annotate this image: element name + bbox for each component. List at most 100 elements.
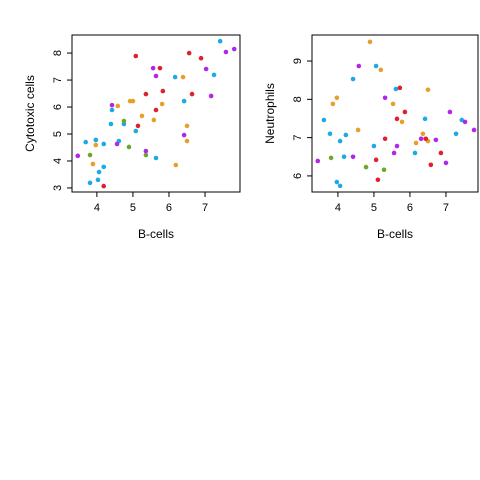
point (157, 65, 163, 71)
x-axis-label: B-cells (377, 227, 413, 241)
y-tick-label: 9 (292, 58, 304, 64)
point (399, 119, 405, 125)
point (350, 76, 356, 82)
x-axis-label: B-cells (138, 227, 174, 241)
point (462, 119, 468, 125)
point (334, 179, 340, 185)
plot-box (71, 34, 241, 193)
point (223, 49, 229, 55)
point (371, 143, 377, 149)
point (150, 65, 156, 71)
point (121, 118, 127, 124)
point (172, 74, 178, 80)
y-tick-label: 8 (52, 50, 64, 56)
point (418, 136, 424, 142)
x-tick-label: 6 (407, 202, 413, 214)
point (438, 150, 444, 156)
point (143, 148, 149, 154)
point (114, 141, 120, 147)
point (173, 162, 179, 168)
point (211, 72, 217, 78)
point (208, 93, 214, 99)
point (153, 155, 159, 161)
point (115, 103, 121, 109)
point (390, 101, 396, 107)
y-tick-label: 6 (52, 104, 64, 110)
point (181, 98, 187, 104)
point (75, 153, 81, 159)
point (139, 113, 145, 119)
point (423, 136, 429, 142)
y-tick-label: 7 (292, 135, 304, 141)
y-tick-label: 5 (52, 131, 64, 137)
plot-box (311, 34, 479, 193)
x-tick-label: 7 (202, 202, 208, 214)
point (133, 53, 139, 59)
point (391, 150, 397, 156)
point (135, 123, 141, 129)
point (334, 95, 340, 101)
point (153, 73, 159, 79)
point (93, 137, 99, 143)
y-tick-label: 4 (52, 158, 64, 164)
point (143, 152, 149, 158)
point (87, 180, 93, 186)
x-tick-label: 6 (166, 202, 172, 214)
point (420, 131, 426, 137)
point (375, 177, 381, 183)
point (133, 128, 139, 134)
point (328, 155, 334, 161)
y-tick-label: 8 (292, 96, 304, 102)
point (184, 138, 190, 144)
point (315, 158, 321, 164)
point (90, 161, 96, 167)
point (217, 38, 223, 44)
point (381, 167, 387, 173)
point (394, 116, 400, 122)
point (378, 67, 384, 73)
point (394, 143, 400, 149)
point (447, 109, 453, 115)
point (321, 117, 327, 123)
point (337, 138, 343, 144)
point (95, 177, 101, 183)
point (198, 55, 204, 61)
point (341, 154, 347, 160)
point (343, 132, 349, 138)
y-axis-label: Cytotoxic cells (23, 75, 37, 152)
y-tick-label: 6 (292, 173, 304, 179)
point (159, 101, 165, 107)
point (189, 91, 195, 97)
point (186, 50, 192, 56)
point (337, 183, 343, 189)
point (181, 132, 187, 138)
x-tick-label: 5 (371, 202, 377, 214)
point (231, 46, 237, 52)
point (203, 66, 209, 72)
point (101, 141, 107, 147)
y-tick-label: 7 (52, 77, 64, 83)
point (101, 164, 107, 170)
point (453, 131, 459, 137)
point (108, 121, 114, 127)
point (355, 127, 361, 133)
x-tick-label: 5 (130, 202, 136, 214)
point (373, 63, 379, 69)
point (109, 107, 115, 113)
point (330, 101, 336, 107)
point (373, 157, 379, 163)
point (422, 116, 428, 122)
point (382, 95, 388, 101)
point (350, 154, 356, 160)
point (367, 39, 373, 45)
y-tick-label: 3 (52, 185, 64, 191)
point (433, 137, 439, 143)
point (126, 144, 132, 150)
point (83, 139, 88, 145)
point (93, 142, 99, 148)
point (425, 87, 431, 93)
point (413, 140, 419, 146)
point (101, 183, 107, 189)
x-tick-label: 4 (94, 202, 100, 214)
